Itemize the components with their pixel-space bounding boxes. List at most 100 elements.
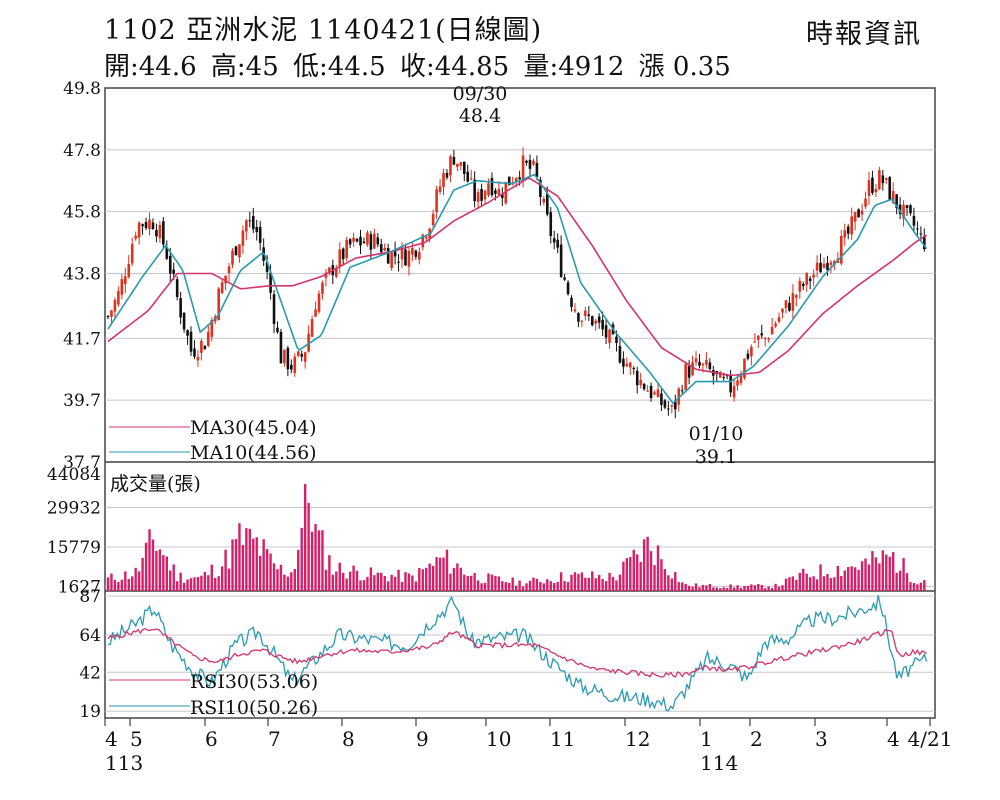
volume-bar <box>141 557 144 591</box>
volume-bar <box>362 580 366 591</box>
volume-bar <box>196 577 200 591</box>
candle-body <box>698 361 701 366</box>
volume-bar <box>175 581 179 591</box>
volume-bar <box>442 557 445 591</box>
volume-bar <box>684 583 687 591</box>
candle-body <box>324 272 328 278</box>
volume-bar <box>463 574 466 591</box>
candle-body <box>556 239 559 248</box>
candle-body <box>622 358 625 367</box>
volume-bar <box>307 502 310 591</box>
volume-bar <box>597 574 601 591</box>
volume-bar <box>144 542 148 591</box>
candle-body <box>234 246 238 256</box>
volume-bar <box>874 557 878 591</box>
candle-body <box>584 310 587 316</box>
candle-body <box>539 179 542 198</box>
candle-body <box>220 282 224 294</box>
price-tick-label: 39.7 <box>63 391 101 411</box>
candle-body <box>867 180 871 196</box>
volume-bar <box>898 570 902 591</box>
volume-bar <box>106 577 110 591</box>
candle-body <box>158 224 162 239</box>
volume-bar <box>393 576 397 591</box>
volume-bar <box>494 575 497 591</box>
rsi-tick-label: 87 <box>79 587 101 607</box>
volume-bar <box>888 556 891 591</box>
candle-body <box>300 354 304 357</box>
volume-bar <box>297 550 300 591</box>
rsi10-line <box>107 595 928 712</box>
volume-bar <box>148 529 151 591</box>
volume-bar <box>653 565 656 591</box>
candle-body <box>480 189 483 201</box>
candle-body <box>694 358 698 363</box>
volume-bar <box>722 587 725 591</box>
volume-bar <box>532 577 535 591</box>
year-label: 114 <box>700 751 738 775</box>
volume-bar <box>425 567 428 591</box>
candle-body <box>279 331 283 364</box>
volume-bar <box>784 578 788 591</box>
volume-bar <box>691 586 694 591</box>
volume-bar <box>808 577 812 591</box>
candle-body <box>566 282 570 295</box>
volume-bar <box>770 588 774 591</box>
month-label: 6 <box>205 727 218 751</box>
volume-bar <box>487 573 490 591</box>
candle-body <box>784 300 788 308</box>
candle-body <box>507 176 511 186</box>
candle-body <box>670 405 674 407</box>
candle-body <box>110 310 113 317</box>
candle-body <box>843 230 847 238</box>
volume-bar <box>687 585 691 591</box>
candle-body <box>549 212 553 237</box>
volume-bar <box>525 583 528 591</box>
candle-body <box>808 278 812 282</box>
candle-body <box>245 220 248 232</box>
volume-bar <box>290 572 293 591</box>
volume-bar <box>407 573 411 591</box>
candle-body <box>393 250 397 257</box>
candle-body <box>317 293 321 312</box>
volume-bar <box>227 568 231 591</box>
candle-body <box>691 362 694 376</box>
candle-body <box>400 247 404 260</box>
low-value: 低:44.5 <box>293 52 386 82</box>
volume-bar <box>321 530 324 591</box>
candle-body <box>577 313 580 322</box>
candle-body <box>528 159 532 169</box>
volume-bar <box>435 557 438 591</box>
volume-bar <box>113 579 117 591</box>
price-tick-label: 45.8 <box>63 203 101 223</box>
volume-tick-label: 15779 <box>47 538 101 558</box>
candle-body <box>431 213 435 226</box>
volume-bar <box>120 579 124 591</box>
candle-body <box>168 255 172 274</box>
volume-bar <box>248 528 252 591</box>
ma10-legend-label: MA10(44.56) <box>190 442 317 464</box>
candle-body <box>186 330 189 336</box>
candle-body <box>200 340 203 353</box>
candle-body <box>753 341 757 343</box>
volume-bar <box>200 575 203 591</box>
volume-bar <box>739 587 743 591</box>
candle-body <box>594 320 598 324</box>
volume-bar <box>781 585 784 591</box>
candle-body <box>290 364 293 370</box>
volume-bar <box>335 571 338 591</box>
price-tick-label: 41.7 <box>63 329 101 349</box>
volume-label: 成交量(張) <box>110 473 201 495</box>
volume-bar <box>231 539 234 591</box>
volume-bar <box>923 580 926 591</box>
candle-body <box>366 232 369 245</box>
volume-bar <box>670 578 674 591</box>
volume-bar <box>649 551 653 591</box>
candle-body <box>501 194 504 198</box>
candle-body <box>162 221 165 245</box>
candle-body <box>857 209 860 218</box>
candle-body <box>386 248 390 264</box>
candle-body <box>864 198 867 207</box>
candle-body <box>303 352 307 362</box>
rsi10-legend-label: RSI10(50.26) <box>190 697 318 719</box>
